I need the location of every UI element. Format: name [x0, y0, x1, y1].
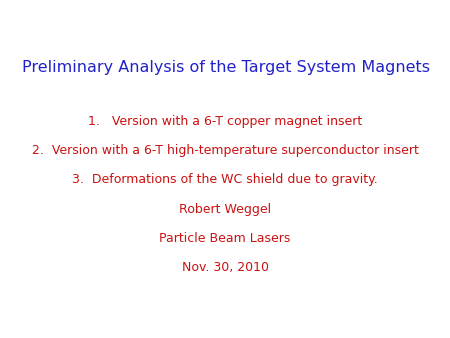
Text: Robert Weggel: Robert Weggel — [179, 203, 271, 216]
Text: Particle Beam Lasers: Particle Beam Lasers — [159, 232, 291, 245]
Text: 3.  Deformations of the WC shield due to gravity.: 3. Deformations of the WC shield due to … — [72, 173, 378, 186]
Text: 2.  Version with a 6-T high-temperature superconductor insert: 2. Version with a 6-T high-temperature s… — [32, 144, 419, 157]
Text: 1.   Version with a 6-T copper magnet insert: 1. Version with a 6-T copper magnet inse… — [88, 115, 362, 128]
Text: Nov. 30, 2010: Nov. 30, 2010 — [181, 261, 269, 273]
Text: Preliminary Analysis of the Target System Magnets: Preliminary Analysis of the Target Syste… — [22, 60, 431, 75]
